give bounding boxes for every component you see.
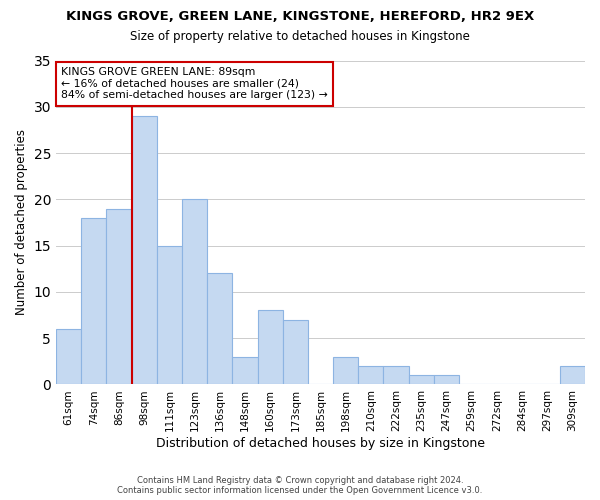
Bar bbox=[56, 329, 81, 384]
Bar bbox=[157, 246, 182, 384]
Bar bbox=[232, 356, 257, 384]
Bar bbox=[560, 366, 585, 384]
Bar bbox=[207, 274, 232, 384]
Text: Contains HM Land Registry data © Crown copyright and database right 2024.
Contai: Contains HM Land Registry data © Crown c… bbox=[118, 476, 482, 495]
Text: KINGS GROVE GREEN LANE: 89sqm
← 16% of detached houses are smaller (24)
84% of s: KINGS GROVE GREEN LANE: 89sqm ← 16% of d… bbox=[61, 67, 328, 100]
X-axis label: Distribution of detached houses by size in Kingstone: Distribution of detached houses by size … bbox=[156, 437, 485, 450]
Bar bbox=[358, 366, 383, 384]
Bar bbox=[131, 116, 157, 384]
Bar bbox=[409, 375, 434, 384]
Bar bbox=[383, 366, 409, 384]
Bar bbox=[182, 200, 207, 384]
Bar bbox=[106, 208, 131, 384]
Text: KINGS GROVE, GREEN LANE, KINGSTONE, HEREFORD, HR2 9EX: KINGS GROVE, GREEN LANE, KINGSTONE, HERE… bbox=[66, 10, 534, 23]
Y-axis label: Number of detached properties: Number of detached properties bbox=[15, 130, 28, 316]
Bar bbox=[81, 218, 106, 384]
Bar bbox=[434, 375, 459, 384]
Bar bbox=[257, 310, 283, 384]
Text: Size of property relative to detached houses in Kingstone: Size of property relative to detached ho… bbox=[130, 30, 470, 43]
Bar bbox=[333, 356, 358, 384]
Bar bbox=[283, 320, 308, 384]
